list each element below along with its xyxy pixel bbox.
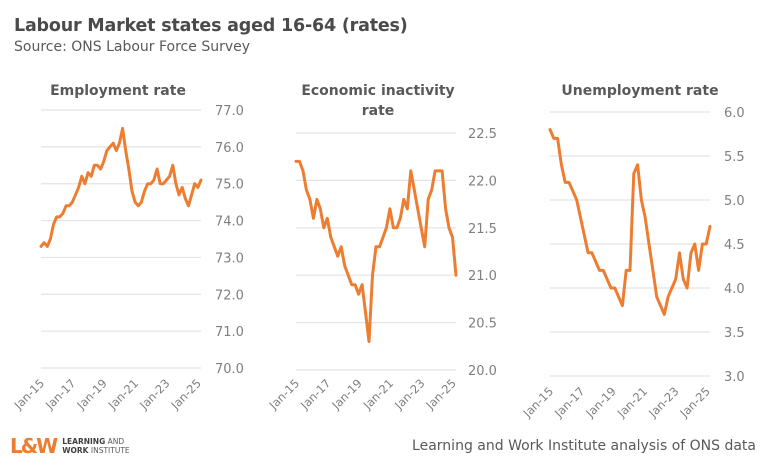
panel-title: Employment rate <box>50 83 186 99</box>
x-tick-label: Jan-23 <box>645 384 681 420</box>
y-tick-label: 74.0 <box>215 215 244 230</box>
page-title: Labour Market states aged 16-64 (rates) <box>14 16 408 36</box>
x-tick-label: Jan-25 <box>423 376 459 412</box>
x-tick-label: Jan-17 <box>297 376 333 412</box>
y-tick-label: 76.0 <box>215 141 244 156</box>
x-tick-label: Jan-21 <box>614 384 650 420</box>
series-line <box>294 159 458 344</box>
x-tick-label: Jan-19 <box>328 376 364 412</box>
x-tick-label: Jan-15 <box>266 376 302 412</box>
series-line <box>39 126 203 248</box>
y-tick-label: 73.0 <box>215 251 244 266</box>
panel-title: rate <box>362 103 395 119</box>
x-tick-label: Jan-17 <box>42 376 78 412</box>
x-tick-label: Jan-15 <box>11 376 47 412</box>
y-tick-label: 6.0 <box>724 106 745 121</box>
lw-logo-text: LEARNING AND WORK INSTITUTE <box>62 437 130 455</box>
x-tick-label: Jan-19 <box>73 376 109 412</box>
y-tick-label: 5.0 <box>724 194 745 209</box>
x-tick-label: Jan-19 <box>582 384 618 420</box>
unemployment-rate-panel: Unemployment rate 3.0 3.5 4.0 4.5 5.0 5.5 6.0 Ja… <box>520 83 745 421</box>
x-tick-label: Jan-21 <box>360 376 396 412</box>
x-tick-label: Jan-23 <box>136 376 172 412</box>
x-tick-label: Jan-15 <box>520 384 556 420</box>
y-tick-label: 5.5 <box>724 150 745 165</box>
y-tick-label: 20.5 <box>468 317 497 332</box>
y-tick-label: 77.0 <box>215 104 244 119</box>
y-tick-label: 22.0 <box>468 174 497 189</box>
series-line <box>548 128 712 316</box>
y-tick-label: 71.0 <box>215 325 244 340</box>
x-tick-label: Jan-23 <box>391 376 427 412</box>
panel-title: Economic inactivity <box>301 83 454 99</box>
employment-rate-panel: Employment rate 70.0 71.0 72.0 73.0 74.0 75.0 7… <box>11 83 244 413</box>
x-tick-label: Jan-21 <box>105 376 141 412</box>
panel-title: Unemployment rate <box>561 83 718 99</box>
y-tick-label: 21.0 <box>468 269 497 284</box>
y-tick-label: 3.5 <box>724 326 745 341</box>
x-tick-label: Jan-25 <box>677 384 713 420</box>
y-tick-label: 3.0 <box>724 370 745 385</box>
y-tick-label: 72.0 <box>215 288 244 303</box>
y-tick-label: 4.0 <box>724 282 745 297</box>
x-tick-label: Jan-25 <box>168 376 204 412</box>
y-tick-label: 22.5 <box>468 127 497 142</box>
y-tick-label: 21.5 <box>468 222 497 237</box>
lw-logo-mark: L&W <box>10 434 58 458</box>
y-tick-label: 4.5 <box>724 238 745 253</box>
page-subtitle: Source: ONS Labour Force Survey <box>14 39 251 55</box>
source-credit: Learning and Work Institute analysis of … <box>412 438 756 454</box>
y-tick-label: 70.0 <box>215 362 244 377</box>
economic-inactivity-panel: Economic inactivity rate 20.0 20.5 21.0 21.5 2… <box>266 83 497 413</box>
y-tick-label: 20.0 <box>468 364 497 379</box>
lw-logo: L&W LEARNING AND WORK INSTITUTE <box>10 434 130 458</box>
x-tick-label: Jan-17 <box>551 384 587 420</box>
y-tick-label: 75.0 <box>215 178 244 193</box>
